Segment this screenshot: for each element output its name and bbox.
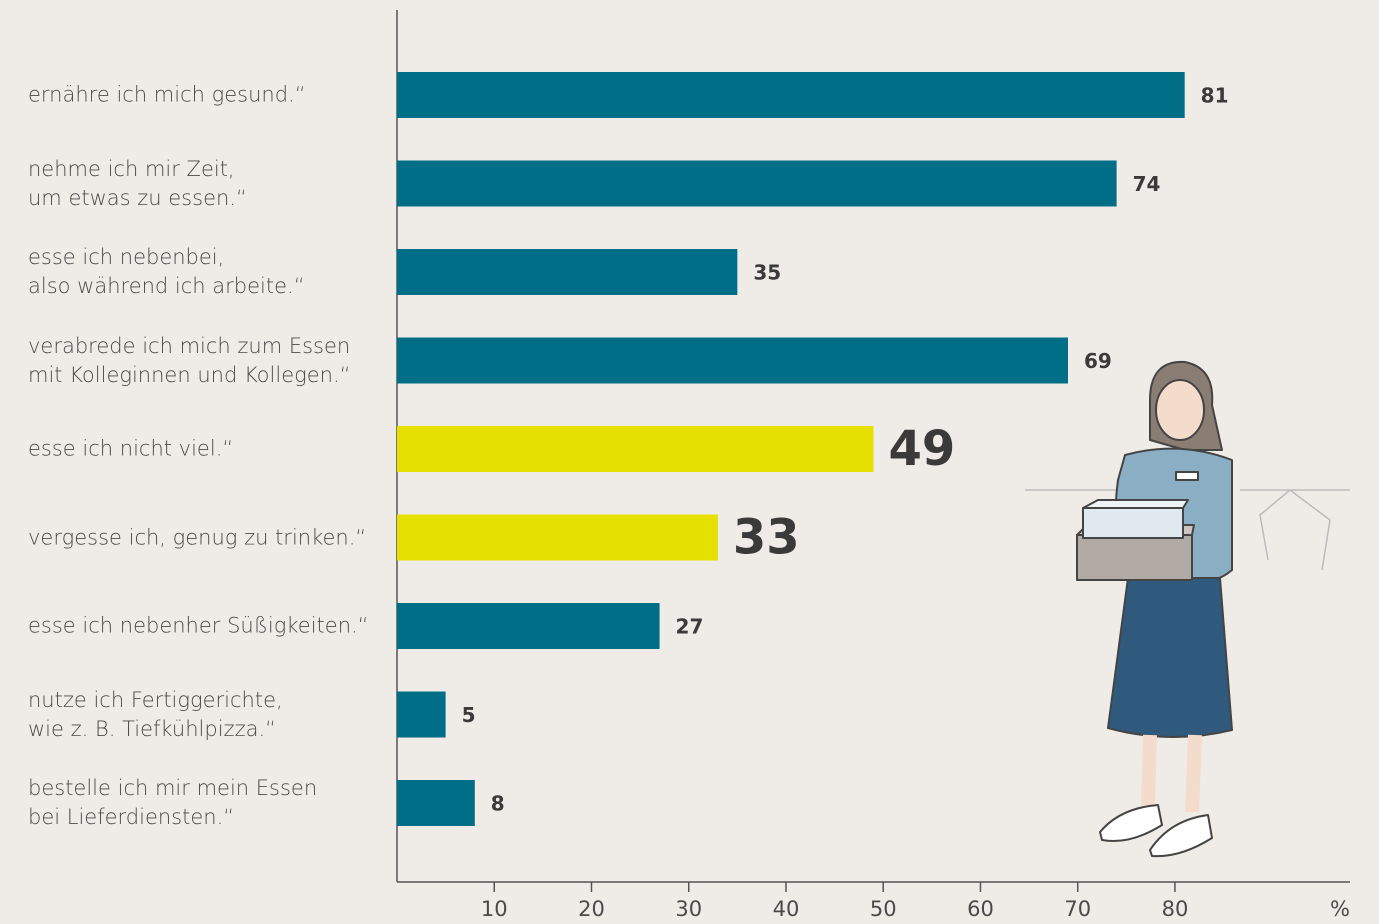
bar [397,249,738,295]
value-label: 35 [753,261,781,285]
x-tick-label: 70 [1064,897,1091,921]
category-label: verabrede ich mich zum Essen mit Kollegi… [28,333,351,387]
bar [397,691,446,738]
bar [397,780,475,826]
bar [397,514,718,561]
category-label: bestelle ich mir mein Essen bei Lieferdi… [28,776,318,829]
bar [397,160,1117,207]
value-label: 27 [676,615,704,639]
category-label: nutze ich Fertiggerichte, wie z. B. Tief… [28,687,283,741]
x-tick-label: 50 [870,897,897,921]
category-label: vergesse ich, genug zu trinken.“ [28,525,367,549]
x-tick-label: 60 [967,897,994,921]
category-label: nehme ich mir Zeit, um etwas zu essen.“ [28,156,247,210]
x-tick-label: 30 [675,897,702,921]
value-label: 69 [1084,349,1112,373]
category-label: esse ich nebenbei, also während ich arbe… [28,245,305,298]
x-tick-label: 10 [481,897,508,921]
value-label: 5 [462,703,476,727]
value-label: 8 [491,792,505,816]
value-label: 33 [733,510,800,566]
value-label: 81 [1201,84,1229,108]
value-label: 74 [1133,172,1161,196]
category-label: esse ich nicht viel.“ [28,436,234,461]
x-tick-label: 80 [1162,897,1189,921]
bar [397,72,1185,118]
bar [397,426,874,472]
x-tick-label: 20 [578,897,605,921]
bar [397,337,1068,384]
illustration [1025,360,1350,858]
bar [397,603,660,649]
category-label: esse ich nebenher Süßigkeiten.“ [28,613,369,638]
category-label: ernähre ich mich gesund.“ [28,82,306,107]
value-label: 49 [889,421,956,477]
x-unit: % [1330,897,1350,921]
x-tick-label: 40 [773,897,800,921]
